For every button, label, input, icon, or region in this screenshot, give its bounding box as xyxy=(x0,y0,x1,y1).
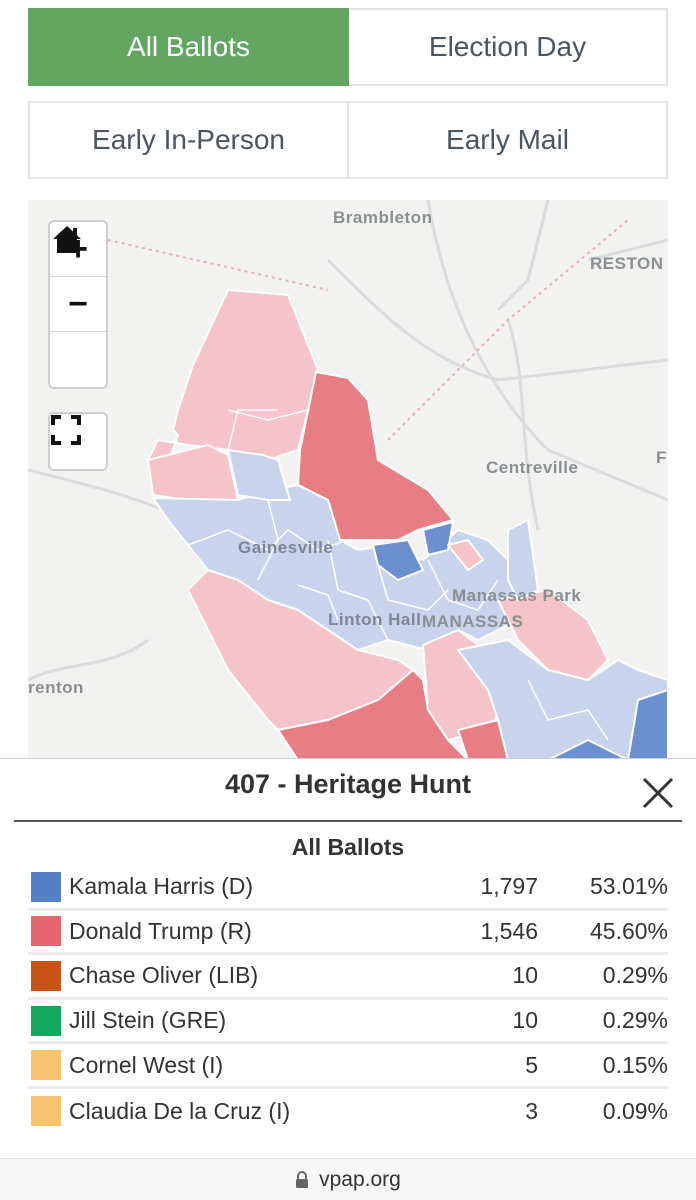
map-label-brambleton: Brambleton xyxy=(333,208,433,227)
precinct-results-panel: 407 - Heritage Hunt All Ballots Kamala H… xyxy=(0,758,696,1158)
map-label-linton-hall: Linton Hall xyxy=(328,610,422,629)
map-label-renton: renton xyxy=(28,678,84,697)
tab-election-day[interactable]: Election Day xyxy=(349,8,668,86)
party-color-swatch xyxy=(31,1096,61,1127)
map-label-f: F xyxy=(656,448,667,467)
ballot-type-tabs-row-1: All Ballots Election Day xyxy=(28,8,668,86)
map-label-manassas-park: Manassas Park xyxy=(452,586,582,605)
vote-count: 1,546 xyxy=(480,917,538,944)
party-color-swatch xyxy=(31,1050,61,1081)
candidate-name: Jill Stein (GRE) xyxy=(69,1007,227,1034)
candidate-name: Cornel West (I) xyxy=(69,1051,224,1078)
table-row: Chase Oliver (LIB) 10 0.29% xyxy=(28,955,668,1000)
lock-icon xyxy=(296,1170,309,1188)
fullscreen-control xyxy=(48,412,108,471)
map-label-reston: RESTON xyxy=(590,254,664,273)
party-color-swatch xyxy=(31,916,61,947)
map-canvas xyxy=(28,200,668,760)
ballot-type-heading: All Ballots xyxy=(291,834,405,860)
vote-percent: 0.29% xyxy=(602,1007,668,1034)
vote-percent: 0.29% xyxy=(602,962,668,989)
party-color-swatch xyxy=(31,1005,61,1036)
zoom-out-button[interactable]: − xyxy=(50,277,106,332)
candidate-name: Chase Oliver (LIB) xyxy=(69,962,259,989)
title-divider xyxy=(14,820,682,822)
tab-all-ballots[interactable]: All Ballots xyxy=(28,8,349,86)
vote-count: 1,797 xyxy=(480,873,538,900)
table-row: Kamala Harris (D) 1,797 53.01% xyxy=(28,866,668,911)
vote-count: 10 xyxy=(512,1007,538,1034)
vote-percent: 53.01% xyxy=(589,873,668,900)
fullscreen-icon xyxy=(51,415,81,445)
vote-percent: 0.09% xyxy=(602,1097,668,1124)
zoom-controls: + − xyxy=(48,220,108,389)
home-button[interactable] xyxy=(50,226,106,387)
precinct-map[interactable]: Brambleton RESTON Centreville F Gainesvi… xyxy=(28,200,668,760)
vote-count: 5 xyxy=(525,1051,538,1078)
map-label-centreville: Centreville xyxy=(486,458,579,477)
candidate-name: Claudia De la Cruz (I) xyxy=(69,1097,291,1124)
candidate-name: Donald Trump (R) xyxy=(69,917,252,944)
vote-percent: 45.60% xyxy=(589,917,668,944)
vote-count: 10 xyxy=(512,962,538,989)
party-color-swatch xyxy=(31,871,61,902)
browser-url-bar[interactable]: vpap.org xyxy=(0,1158,696,1200)
results-table: Kamala Harris (D) 1,797 53.01% Donald Tr… xyxy=(28,866,668,1134)
party-color-swatch xyxy=(31,960,61,991)
map-label-gainesville: Gainesville xyxy=(238,538,334,557)
precinct-title: 407 - Heritage Hunt xyxy=(224,769,472,799)
table-row: Cornel West (I) 5 0.15% xyxy=(28,1044,668,1089)
tab-early-mail[interactable]: Early Mail xyxy=(349,101,668,179)
table-row: Claudia De la Cruz (I) 3 0.09% xyxy=(28,1089,668,1134)
fullscreen-button[interactable] xyxy=(50,414,106,469)
tab-early-in-person[interactable]: Early In-Person xyxy=(28,101,349,179)
table-row: Jill Stein (GRE) 10 0.29% xyxy=(28,1000,668,1045)
close-icon[interactable] xyxy=(640,775,676,811)
table-row: Donald Trump (R) 1,546 45.60% xyxy=(28,911,668,956)
ballot-type-tabs-row-2: Early In-Person Early Mail xyxy=(28,101,668,179)
vote-percent: 0.15% xyxy=(602,1051,668,1078)
vote-count: 3 xyxy=(525,1097,538,1124)
candidate-name: Kamala Harris (D) xyxy=(69,873,254,900)
url-text: vpap.org xyxy=(319,1167,401,1191)
map-label-manassas: MANASSAS xyxy=(422,612,524,631)
home-icon xyxy=(53,226,81,253)
